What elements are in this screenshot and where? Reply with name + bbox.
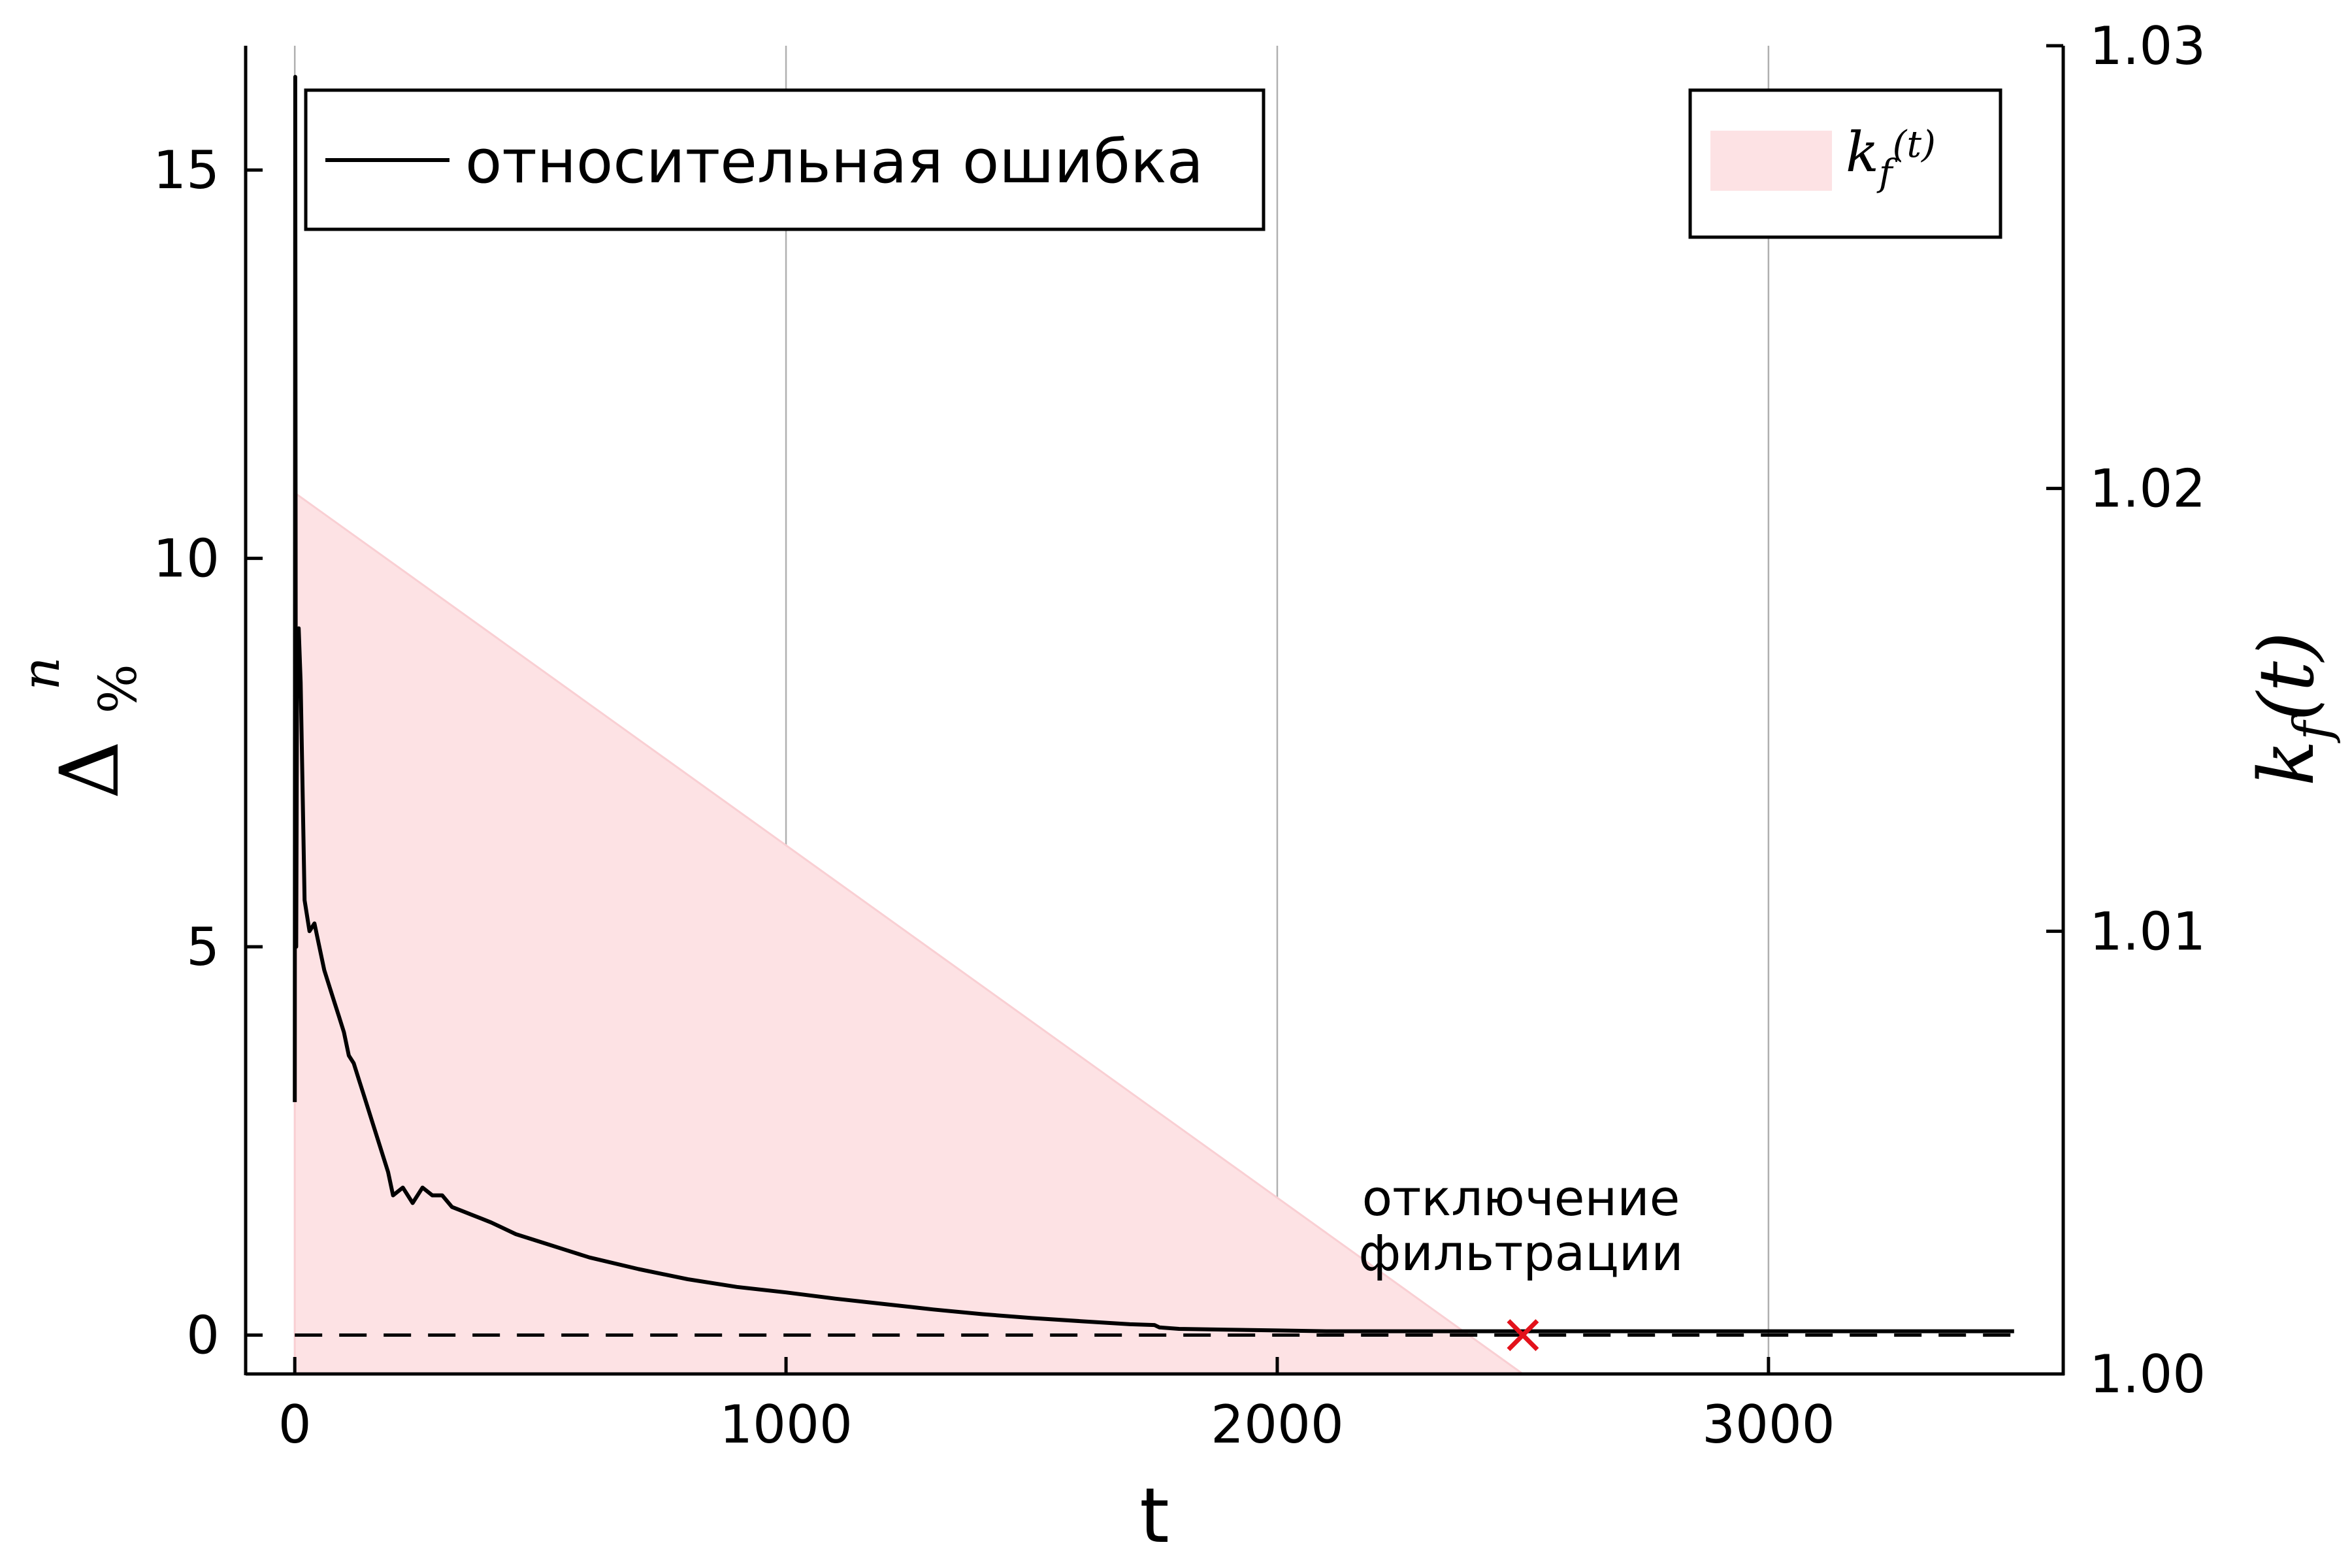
y-tick-label-1: 5	[186, 917, 220, 977]
error-line-layer	[293, 74, 2014, 1333]
legend-right-swatch	[1710, 131, 1832, 191]
y2-ticks: 1.00 1.01 1.02 1.03	[2046, 16, 2206, 1405]
y-axis-title: Δ % n	[10, 638, 155, 799]
y-axis-title-sub: %	[88, 664, 148, 713]
filter-off-marker	[1507, 1319, 1539, 1352]
y-axis-title-sup: n	[10, 657, 71, 691]
legend-right: kf(t)	[1688, 88, 2002, 239]
legend-left: относительная ошибка	[304, 88, 1266, 231]
annotation: отключение фильтрации	[1358, 1169, 1683, 1282]
y2-title-t: (t)	[2243, 632, 2331, 721]
marker-layer	[1507, 1319, 1539, 1352]
y-tick-label-0: 0	[186, 1305, 220, 1366]
kf-area-layer	[293, 491, 1526, 1375]
legend-left-box	[304, 88, 1266, 231]
x-tick-label-0: 0	[278, 1394, 312, 1455]
svg-text:Δ % n: Δ % n	[10, 638, 155, 799]
x-ticks: 0 1000 2000 3000	[278, 1357, 1835, 1455]
y2-axis-title: kf(t)	[2243, 632, 2342, 786]
error-line	[293, 74, 2014, 1333]
y-tick-label-3: 15	[153, 140, 220, 201]
annotation-line-2: фильтрации	[1358, 1224, 1683, 1282]
x-tick-label-2: 2000	[1211, 1394, 1344, 1455]
y-tick-label-2: 10	[153, 529, 220, 589]
kf-area	[293, 491, 1526, 1375]
x-tick-label-3: 3000	[1702, 1394, 1835, 1455]
y2-tick-label-3: 1.03	[2089, 16, 2206, 76]
y2-tick-label-1: 1.01	[2089, 901, 2206, 962]
y2-tick-label-0: 1.00	[2089, 1344, 2206, 1405]
y2-tick-label-2: 1.02	[2089, 459, 2206, 519]
svg-text:kf(t): kf(t)	[2243, 632, 2342, 786]
y-axis-title-base: Δ	[43, 741, 137, 800]
y2-title-k: k	[2243, 740, 2331, 786]
legend-left-label: относительная ошибка	[465, 127, 1203, 197]
annotation-line-1: отключение	[1362, 1169, 1680, 1227]
y-ticks: 0 5 10 15	[153, 140, 263, 1366]
x-tick-label-1: 1000	[719, 1394, 853, 1455]
x-axis-title: t	[1139, 1472, 1169, 1560]
